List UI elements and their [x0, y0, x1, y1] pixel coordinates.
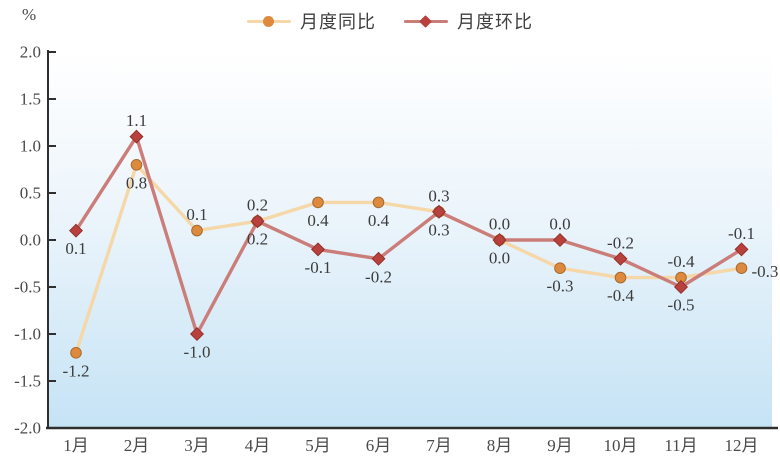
- svg-text:-2.0: -2.0: [14, 419, 41, 438]
- svg-text:0.0: 0.0: [549, 215, 570, 234]
- plot-area-background: [49, 52, 772, 428]
- svg-text:0.4: 0.4: [368, 211, 390, 230]
- svg-text:4月: 4月: [245, 436, 271, 455]
- svg-text:0.5: 0.5: [20, 184, 41, 203]
- svg-text:0.0: 0.0: [20, 231, 41, 250]
- svg-text:0.1: 0.1: [186, 205, 207, 224]
- svg-text:6月: 6月: [366, 436, 392, 455]
- svg-text:-0.3: -0.3: [547, 277, 574, 296]
- svg-text:1.0: 1.0: [20, 137, 41, 156]
- svg-text:0.3: 0.3: [428, 186, 449, 205]
- svg-text:0.8: 0.8: [126, 173, 147, 192]
- series-markers-1: [68, 129, 749, 342]
- svg-text:-0.4: -0.4: [607, 286, 634, 305]
- svg-text:10月: 10月: [604, 436, 638, 455]
- svg-text:2月: 2月: [124, 436, 150, 455]
- svg-text:2.0: 2.0: [20, 43, 41, 62]
- mom-legend-diamond: [419, 15, 432, 28]
- yoy-legend-dot: [263, 16, 274, 27]
- svg-text:0.1: 0.1: [65, 239, 86, 258]
- svg-text:-0.5: -0.5: [668, 296, 695, 315]
- chart-legend: 月度同比 月度环比: [0, 8, 780, 34]
- series-labels-0: -1.2 0.8 0.1 0.2 0.4 0.4 0.3 0.0 -0.3 -0.4 -0.4 -0.…: [63, 173, 779, 380]
- legend-item-mom: 月度环比: [404, 8, 533, 34]
- svg-text:-1.0: -1.0: [14, 325, 41, 344]
- mom-legend-marker-icon: [404, 14, 448, 28]
- svg-text:-0.2: -0.2: [607, 233, 634, 252]
- svg-text:3月: 3月: [184, 436, 210, 455]
- legend-label-mom: 月度环比: [457, 12, 533, 32]
- svg-text:-0.3: -0.3: [752, 262, 779, 281]
- svg-text:0.4: 0.4: [307, 211, 329, 230]
- svg-text:7月: 7月: [426, 436, 452, 455]
- svg-text:5月: 5月: [305, 436, 331, 455]
- svg-text:0.2: 0.2: [247, 230, 268, 249]
- y-axis-unit-label: %: [22, 5, 37, 24]
- svg-text:-0.5: -0.5: [14, 278, 41, 297]
- svg-text:-0.1: -0.1: [728, 224, 755, 243]
- svg-text:-0.2: -0.2: [365, 267, 392, 286]
- svg-text:9月: 9月: [547, 436, 573, 455]
- svg-text:0.0: 0.0: [489, 215, 510, 234]
- svg-text:1.1: 1.1: [126, 111, 147, 130]
- svg-text:-0.1: -0.1: [305, 258, 332, 277]
- series-line-0: [74, 163, 744, 355]
- svg-text:-1.2: -1.2: [63, 361, 90, 380]
- svg-text:0.3: 0.3: [428, 220, 449, 239]
- svg-text:-1.5: -1.5: [14, 372, 41, 391]
- yoy-legend-marker-icon: [247, 14, 291, 28]
- svg-text:-1.0: -1.0: [184, 343, 211, 362]
- svg-text:-0.4: -0.4: [668, 252, 695, 271]
- svg-text:8月: 8月: [487, 436, 513, 455]
- svg-text:0.0: 0.0: [489, 249, 510, 268]
- svg-text:1月: 1月: [63, 436, 89, 455]
- series-labels-1: 0.1 1.1 -1.0 0.2 -0.1 -0.2 0.3 0.0 0.0 -0.2 -0.5 -0…: [65, 111, 755, 361]
- svg-text:0.2: 0.2: [247, 196, 268, 215]
- svg-text:11月: 11月: [664, 436, 697, 455]
- series-line-1: [74, 134, 744, 336]
- legend-item-yoy: 月度同比: [247, 8, 376, 34]
- legend-label-yoy: 月度同比: [300, 12, 376, 32]
- svg-text:1.5: 1.5: [20, 90, 41, 109]
- x-axis-labels: 1月 2月 3月 4月 5月 6月 7月 8月 9月 10月 11月 12月: [63, 436, 758, 455]
- svg-text:12月: 12月: [725, 436, 759, 455]
